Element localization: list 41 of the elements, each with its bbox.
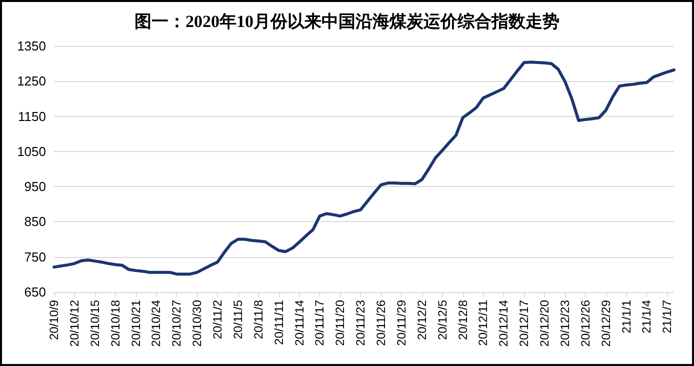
x-tick-label: 20/12/5 bbox=[435, 300, 450, 340]
y-tick-label: 1350 bbox=[17, 38, 46, 54]
x-tick-label: 20/12/23 bbox=[558, 300, 572, 347]
x-tick-label: 20/12/8 bbox=[456, 300, 470, 340]
x-tick-label: 20/10/18 bbox=[108, 300, 122, 347]
x-tick-label: 20/11/26 bbox=[374, 300, 388, 346]
x-tick-label: 20/10/15 bbox=[88, 300, 102, 347]
x-tick-label: 20/10/9 bbox=[47, 300, 61, 340]
y-tick-label: 1050 bbox=[17, 144, 46, 159]
y-tick-label: 850 bbox=[24, 214, 46, 230]
x-tick-label: 20/10/30 bbox=[190, 300, 204, 347]
y-tick-label: 1150 bbox=[18, 108, 46, 124]
x-tick-label: 20/12/11 bbox=[476, 300, 490, 346]
y-tick-label: 650 bbox=[24, 284, 46, 300]
x-tick-label: 20/12/2 bbox=[414, 300, 429, 340]
line-series bbox=[52, 60, 676, 276]
x-tick-label: 20/12/14 bbox=[496, 300, 511, 347]
x-tick-label: 21/1/4 bbox=[640, 300, 654, 334]
x-tick-label: 20/10/27 bbox=[170, 300, 184, 347]
x-tick-label: 20/11/20 bbox=[333, 300, 348, 346]
x-tick-label: 20/11/14 bbox=[292, 300, 306, 346]
y-tick-label: 1250 bbox=[17, 74, 46, 89]
y-tick-label: 950 bbox=[24, 179, 46, 194]
x-tick-label: 21/1/7 bbox=[660, 300, 674, 334]
x-tick-label: 20/11/29 bbox=[394, 300, 408, 346]
x-tick-label: 20/12/20 bbox=[538, 300, 552, 347]
x-tick-label: 20/11/2 bbox=[210, 300, 225, 340]
x-tick-label: 20/10/24 bbox=[149, 300, 164, 347]
x-tick-label: 20/11/5 bbox=[230, 300, 245, 340]
x-tick-label: 20/11/8 bbox=[251, 300, 266, 340]
x-tick-label: 20/11/17 bbox=[312, 300, 327, 346]
chart-title: 图一：2020年10月份以来中国沿海煤炭运价综合指数走势 bbox=[134, 12, 560, 31]
x-tick-label: 21/1/1 bbox=[619, 300, 634, 334]
x-tick-label: 20/11/11 bbox=[272, 300, 286, 345]
y-tick-label: 750 bbox=[24, 249, 46, 264]
x-tick-label: 20/11/23 bbox=[354, 300, 368, 346]
x-tick-label: 20/10/12 bbox=[67, 300, 82, 347]
x-tick-label: 20/10/21 bbox=[128, 300, 143, 347]
x-tick-label: 20/12/29 bbox=[598, 300, 613, 347]
x-tick-label: 20/12/17 bbox=[517, 300, 532, 347]
x-tick-label: 20/12/26 bbox=[578, 300, 592, 347]
